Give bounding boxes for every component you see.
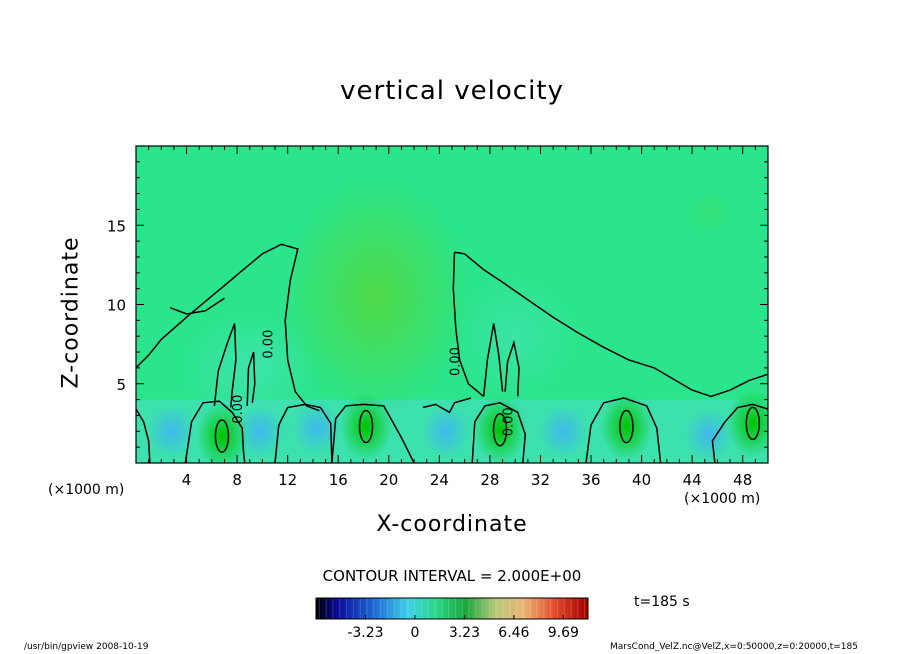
- core-contour-4: [745, 406, 761, 441]
- core-contour-0: [214, 419, 230, 453]
- colorbar-tick-label: -3.23: [347, 625, 383, 641]
- contour-left-inner: [169, 297, 225, 315]
- chart-title: vertical velocity: [340, 76, 564, 106]
- colorbar-tick-label: 0: [410, 625, 419, 641]
- contour-right-spike: [482, 323, 504, 397]
- x-tick-label: 20: [379, 471, 398, 489]
- x-tick-label: 48: [733, 471, 752, 489]
- contour-lines: [136, 243, 768, 463]
- x-unit-label-left: (×1000 m): [48, 482, 125, 498]
- axis-ticks: [136, 146, 768, 463]
- x-tick-label: 36: [581, 471, 600, 489]
- contour-mid-ridge: [422, 397, 472, 414]
- contour-right-dome: [454, 251, 768, 398]
- x-tick-label: 28: [480, 471, 499, 489]
- downdraft-core-5: [684, 408, 733, 461]
- downdraft-core-4: [539, 405, 588, 458]
- downdraft-core-0: [147, 405, 196, 458]
- contour-interval-label: CONTOUR INTERVAL = 2.000E+00: [322, 567, 582, 585]
- x-tick-label: 32: [531, 471, 550, 489]
- downdraft-core-3: [421, 405, 470, 458]
- x-tick-label: 16: [329, 471, 348, 489]
- footer-right-text: MarsCond_VelZ.nc@VelZ,x=0:50000,z=0:2000…: [610, 642, 858, 652]
- contour-label-1: 0.00: [231, 395, 246, 424]
- contour-left-spike-2: [246, 351, 256, 406]
- x-tick-label: 8: [232, 471, 242, 489]
- contour-right-spike-2: [504, 339, 520, 397]
- downdraft-core-2: [292, 402, 341, 455]
- x-tick-label: 4: [182, 471, 192, 489]
- colorbar-tick-label: 9.69: [548, 625, 579, 641]
- contour-surface-2: [274, 403, 333, 463]
- y-tick-label: 15: [107, 217, 126, 235]
- x-tick-label: 12: [278, 471, 297, 489]
- core-contour-3: [619, 409, 634, 444]
- y-axis-label: Z-coordinate: [58, 236, 84, 389]
- colorbar-tick-label: 6.46: [498, 625, 529, 641]
- right-cyan-band: [455, 276, 576, 397]
- contour-surface-5: [585, 397, 662, 463]
- central-updraft-column: [281, 176, 472, 417]
- y-tick-label: 5: [116, 376, 126, 394]
- x-axis-label: X-coordinate: [376, 512, 528, 537]
- contour-left-spike: [213, 323, 237, 408]
- updraft-core-1: [340, 392, 393, 461]
- x-tick-label: 24: [430, 471, 449, 489]
- contour-surface-6: [711, 403, 768, 463]
- core-contour-1: [358, 409, 374, 444]
- updraft-core-3: [600, 392, 653, 461]
- contour-left-dome: [136, 243, 320, 412]
- core-contour-2: [492, 412, 508, 447]
- left-cyan-band: [179, 312, 320, 423]
- contour-surface-1: [184, 400, 246, 463]
- updraft-core-2: [474, 395, 527, 463]
- contour-label-2: 0.00: [449, 347, 464, 376]
- contour-surface-3: [331, 403, 415, 463]
- updraft-core-4: [726, 389, 768, 458]
- contour-right-inner: [452, 252, 485, 397]
- x-tick-label: 44: [683, 471, 702, 489]
- upper-right-patch: [686, 190, 737, 235]
- x-tick-label: 40: [632, 471, 651, 489]
- contour-label-0: 0.00: [262, 330, 277, 359]
- y-tick-label: 10: [107, 297, 126, 315]
- footer-left-text: /usr/bin/gpview 2008-10-19: [24, 642, 149, 652]
- plot-area: 0.00 0.00 0.00 0.00: [136, 146, 768, 463]
- colorbar-tick-label: 3.23: [449, 625, 480, 641]
- colorbar: [315, 597, 589, 620]
- contour-surface-4: [471, 402, 527, 463]
- x-unit-label-right: (×1000 m): [684, 491, 761, 507]
- time-label: t=185 s: [634, 594, 690, 610]
- downdraft-core-1: [235, 405, 284, 458]
- contour-label-3: 0.00: [502, 407, 517, 436]
